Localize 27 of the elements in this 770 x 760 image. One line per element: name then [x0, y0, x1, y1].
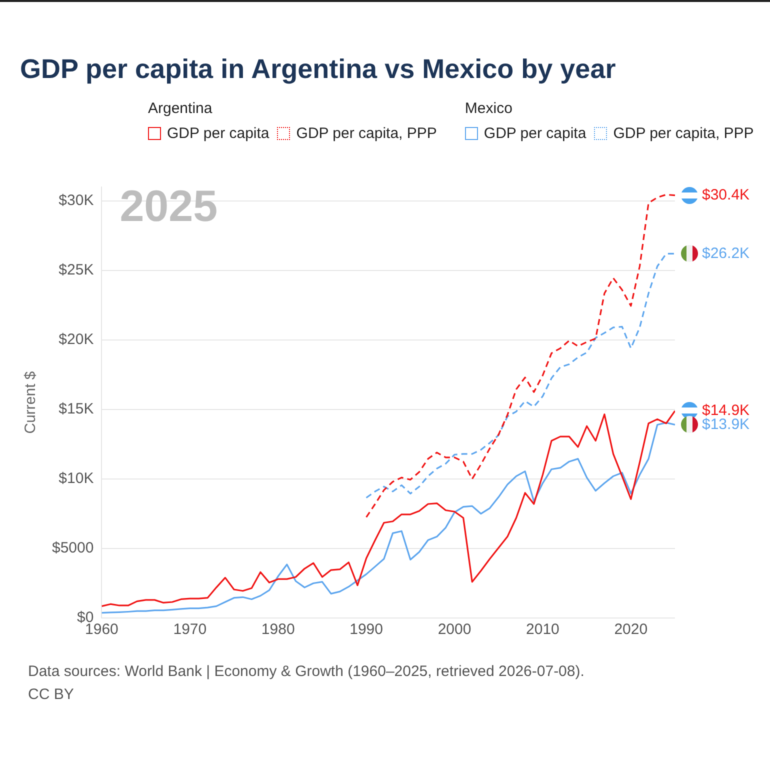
- chart-title: GDP per capita in Argentina vs Mexico by year: [20, 54, 616, 85]
- x-tick-label: 1990: [350, 621, 383, 638]
- x-tick-label: 2020: [614, 621, 648, 638]
- x-tick-label: 2010: [526, 621, 560, 638]
- text: Argentina: [148, 100, 214, 117]
- text: CC BY: [28, 685, 75, 705]
- y-tick-label: $10K: [58, 470, 94, 488]
- data-label: $30.4K: [702, 186, 750, 204]
- text: Data sources: World Bank | Economy & Growth (1960–2025, retrieved 2026-07-08).: [28, 662, 584, 682]
- annotation: 2025: [120, 182, 218, 232]
- text: Mexico: [464, 100, 514, 117]
- x-tick-label: 1970: [173, 621, 207, 638]
- legend-label: GDP per capita, PPP: [612, 125, 754, 142]
- data-label: $26.2K: [702, 244, 750, 262]
- line-series: [366, 194, 675, 518]
- x-tick-label: 2000: [438, 621, 472, 638]
- legend-label: GDP per capita: [166, 125, 270, 142]
- x-tick-label: 1980: [261, 621, 295, 638]
- y-tick-label: $30K: [58, 192, 94, 210]
- y-tick-label: $15K: [58, 400, 94, 418]
- legend-label: GDP per capita: [482, 125, 586, 142]
- legend-label: GDP per capita, PPP: [295, 125, 437, 142]
- line-series: [366, 252, 675, 499]
- y-tick-label: $20K: [58, 331, 94, 348]
- y-tick-label: $25K: [58, 262, 94, 279]
- y-tick-label: $5000: [52, 540, 94, 557]
- y-axis-title: Current $: [22, 370, 40, 434]
